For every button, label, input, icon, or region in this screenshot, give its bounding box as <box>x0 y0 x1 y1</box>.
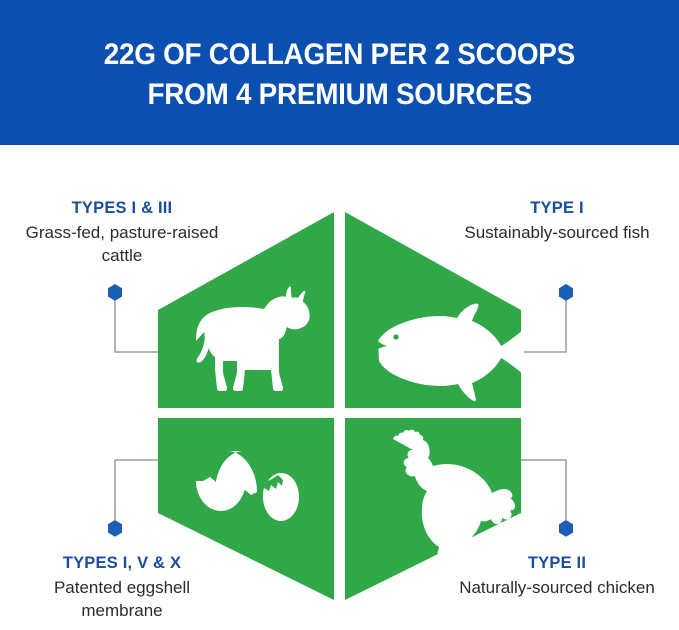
quadrant-eggshell <box>158 418 334 600</box>
quadrant-cattle <box>158 212 334 408</box>
header-title-line-2: FROM 4 PREMIUM SOURCES <box>147 77 532 111</box>
hexagon-marker-icon <box>108 520 122 537</box>
hexagon-diagram-svg <box>108 212 573 600</box>
source-description-chicken: Naturally-sourced chicken <box>459 578 655 597</box>
egg-icon <box>196 451 299 521</box>
source-label-chicken: TYPE II Naturally-sourced chicken <box>451 552 663 599</box>
source-heading-eggshell: TYPES I, V & X <box>62 554 182 572</box>
cow-icon <box>196 286 310 391</box>
quadrant-chicken <box>345 418 521 600</box>
quadrant-fish <box>345 212 528 408</box>
chicken-icon <box>390 429 515 582</box>
source-heading-chicken: TYPE II <box>527 554 587 572</box>
source-label-fish: TYPE I Sustainably-sourced fish <box>451 197 663 244</box>
hexagon-marker-icon <box>559 284 573 301</box>
hexagon-marker-icon <box>559 520 573 537</box>
source-heading-fish: TYPE I <box>530 199 584 217</box>
hexagon-marker-icon <box>108 284 122 301</box>
fish-icon <box>376 303 528 401</box>
source-description-eggshell: Patented eggshell membrane <box>53 578 191 620</box>
source-label-cattle: TYPES I & III Grass-fed, pasture-raised … <box>16 197 228 267</box>
source-label-eggshell: TYPES I, V & X Patented eggshell membran… <box>16 552 228 622</box>
header-banner: 22G OF COLLAGEN PER 2 SCOOPS FROM 4 PREM… <box>0 0 679 145</box>
header-title-line-1: 22G OF COLLAGEN PER 2 SCOOPS <box>103 37 576 71</box>
source-description-cattle: Grass-fed, pasture-raised cattle <box>25 223 219 265</box>
source-description-fish: Sustainably-sourced fish <box>464 223 650 242</box>
hexagon-diagram <box>0 145 679 630</box>
source-heading-cattle: TYPES I & III <box>71 199 173 217</box>
